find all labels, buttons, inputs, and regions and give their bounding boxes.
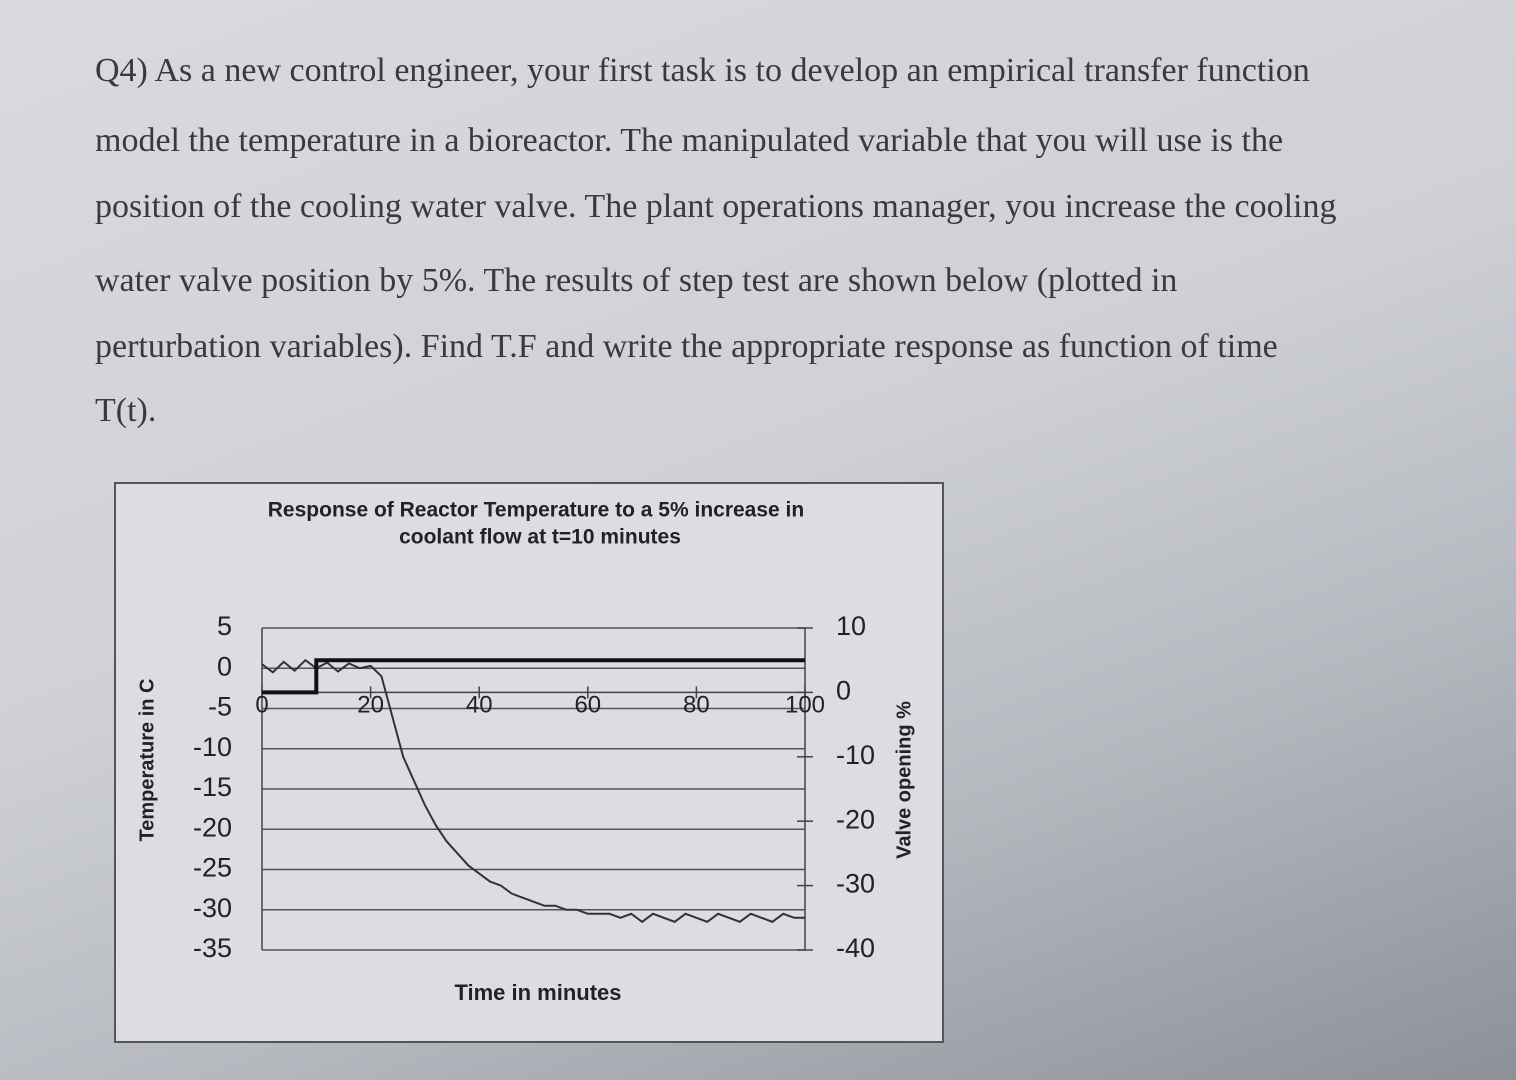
y-tick-label: -5 (208, 692, 232, 722)
question-line: T(t). (95, 392, 157, 429)
y-tick-label: 5 (217, 611, 232, 641)
y-tick-label: -25 (193, 853, 232, 883)
x-tick-label: 0 (255, 692, 268, 719)
x-axis-label: Time in minutes (454, 980, 621, 1005)
x-tick-label: 60 (574, 692, 601, 719)
y-tick-label: 0 (217, 651, 232, 681)
chart-title: Response of Reactor Temperature to a 5% … (268, 499, 804, 522)
question-line: water valve position by 5%. The results … (95, 262, 1178, 299)
y2-axis-label: Valve opening % (893, 701, 915, 859)
question-line: position of the cooling water valve. The… (95, 188, 1337, 225)
question-line: Q4) As a new control engineer, your firs… (95, 52, 1310, 89)
x-tick-label: 80 (683, 692, 710, 719)
chart-title: coolant flow at t=10 minutes (399, 526, 681, 549)
question-line: perturbation variables). Find T.F and wr… (95, 328, 1278, 365)
question-line: model the temperature in a bioreactor. T… (95, 122, 1284, 159)
x-tick-label: 100 (785, 692, 825, 719)
y2-tick-label: -30 (836, 869, 875, 899)
y-tick-label: -35 (193, 933, 232, 963)
y-axis-label: Temperature in C (136, 679, 158, 842)
y2-tick-label: -40 (836, 933, 875, 963)
y-tick-label: -20 (193, 812, 232, 842)
y2-tick-label: 0 (836, 676, 851, 706)
x-tick-label: 40 (466, 692, 493, 719)
y-tick-label: -30 (193, 893, 232, 923)
x-tick-label: 20 (357, 692, 384, 719)
data-line (262, 658, 805, 695)
y2-tick-label: -20 (836, 804, 875, 834)
y2-tick-label: 10 (836, 611, 866, 641)
y2-tick-label: -10 (836, 740, 875, 770)
chart-frame (114, 482, 944, 1043)
y-tick-label: -15 (193, 772, 232, 802)
data-line (261, 658, 805, 924)
y-tick-label: -10 (193, 732, 232, 762)
